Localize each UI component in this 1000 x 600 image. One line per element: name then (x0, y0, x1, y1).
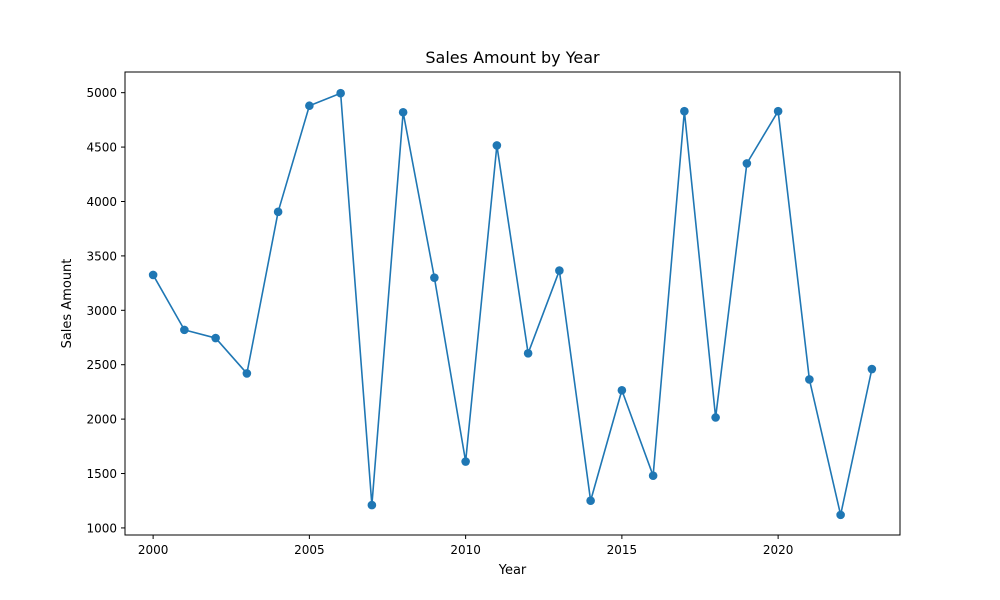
data-point (492, 141, 502, 150)
data-point (867, 364, 877, 374)
y-tick-label: 4000 (86, 195, 117, 209)
y-tick-label: 3500 (86, 249, 117, 263)
x-tick-label: 2010 (450, 543, 481, 557)
y-tick-label: 4500 (86, 141, 117, 155)
data-point (461, 457, 470, 466)
axes-frame (124, 71, 901, 536)
y-tick-label: 5000 (86, 86, 117, 100)
data-point (742, 159, 752, 168)
data-point (148, 270, 158, 280)
data-series (148, 88, 877, 520)
data-point (523, 348, 533, 358)
data-point (617, 385, 627, 395)
data-point (836, 510, 845, 520)
y-tick-label: 2000 (86, 413, 117, 427)
data-point (430, 273, 439, 282)
chart-title: Sales Amount by Year (425, 48, 600, 67)
x-tick-label: 2000 (138, 543, 169, 557)
data-point (273, 207, 283, 217)
data-point (242, 369, 252, 378)
data-point (680, 106, 689, 116)
y-axis: 1000 1500 2000 2500 3000 3500 4000 4500 5000 (86, 86, 125, 535)
x-axis-label: Year (498, 563, 527, 578)
data-point (180, 325, 189, 335)
data-point (805, 375, 814, 384)
y-tick-label: 3000 (86, 304, 117, 318)
data-point (711, 413, 720, 422)
x-axis: 2000 2005 2010 2015 2020 (138, 535, 794, 557)
data-point (305, 101, 314, 111)
data-point (211, 333, 220, 343)
data-point (773, 106, 783, 116)
y-tick-label: 2500 (86, 358, 117, 372)
x-tick-label: 2005 (294, 543, 325, 557)
y-tick-label: 1500 (86, 467, 117, 481)
data-point (586, 496, 595, 506)
data-point (367, 500, 377, 510)
y-tick-label: 1000 (86, 521, 117, 535)
x-tick-label: 2020 (763, 543, 794, 557)
data-point (648, 471, 658, 480)
data-point (555, 266, 564, 275)
data-point (398, 107, 408, 117)
data-point (336, 88, 345, 98)
x-tick-label: 2015 (607, 543, 638, 557)
y-axis-label: Sales Amount (60, 259, 75, 349)
series-line (152, 92, 873, 516)
